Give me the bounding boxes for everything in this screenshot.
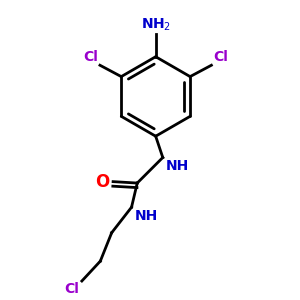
Text: Cl: Cl	[214, 50, 229, 64]
Text: NH$_2$: NH$_2$	[141, 16, 171, 33]
Text: Cl: Cl	[65, 282, 80, 296]
Text: O: O	[95, 172, 110, 190]
Text: NH: NH	[166, 159, 189, 173]
Text: NH: NH	[134, 208, 158, 223]
Text: Cl: Cl	[83, 50, 98, 64]
